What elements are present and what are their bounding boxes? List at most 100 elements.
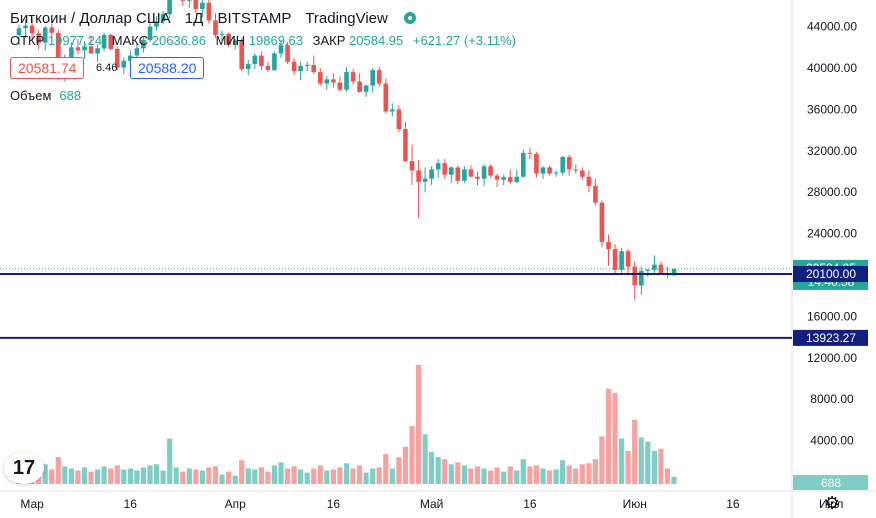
volume-bar (396, 457, 402, 484)
y-tick-label: 36000.00 (807, 102, 857, 116)
candle (639, 266, 644, 295)
volume-bar (383, 454, 389, 484)
volume-bar (389, 468, 395, 484)
candle (23, 19, 28, 38)
candle (403, 121, 408, 163)
exchange-label: BITSTAMP (217, 10, 292, 27)
candle (219, 30, 225, 42)
y-tick-label: 40000.00 (807, 61, 857, 75)
candle (488, 164, 493, 178)
volume-bar (75, 470, 81, 484)
candle (462, 166, 467, 183)
candle (154, 16, 159, 31)
provider-label: TradingView (305, 10, 388, 27)
volume-bar (540, 468, 546, 484)
candle (160, 11, 166, 25)
candle (534, 151, 539, 178)
hline-price-tag: 13923.27 (793, 329, 868, 346)
volume-bar (311, 468, 317, 484)
volume-bar (284, 468, 291, 484)
volume-bar (671, 476, 677, 484)
volume-bar (121, 469, 127, 484)
volume-bar (664, 468, 670, 484)
interval-label[interactable]: 1Д (184, 10, 204, 27)
buy-price-button[interactable]: 20588.20 (130, 57, 205, 79)
candle (42, 25, 48, 51)
candle (311, 55, 316, 75)
sell-price-button[interactable]: 20581.74 (10, 57, 85, 79)
y-tick-label: 4000.00 (810, 434, 854, 448)
candle (265, 61, 271, 73)
candle (16, 24, 22, 46)
candle (370, 68, 375, 93)
candle (252, 53, 258, 69)
high-value: 20636.86 (151, 33, 206, 48)
candle (416, 160, 421, 219)
candle (121, 57, 127, 75)
price-axis: 44000.00 40000.00 36000.00 32000.00 28000.00… (793, 20, 868, 490)
candle (566, 154, 572, 176)
candle (324, 76, 330, 90)
volume-bar (95, 469, 101, 484)
candle (560, 156, 565, 176)
volume-bar (586, 463, 592, 484)
volume-bar (239, 460, 245, 484)
candle (540, 166, 546, 179)
volume-bar (252, 469, 258, 484)
open-label: ОТКР (10, 33, 45, 48)
volume-bar (226, 471, 232, 484)
volume-bar (553, 469, 559, 484)
candle (187, 0, 192, 8)
volume-bar (442, 459, 448, 484)
volume-bar (560, 460, 566, 484)
volume-bar (488, 470, 494, 484)
candle (180, 0, 185, 6)
candle (606, 234, 611, 266)
volume-bar (645, 441, 651, 484)
candle (455, 165, 461, 184)
candle (671, 268, 677, 277)
x-tick-label: Июл (819, 497, 843, 511)
tradingview-logo-icon[interactable]: 17 (4, 452, 44, 484)
symbol-name[interactable]: Биткоин / Доллар США (10, 10, 171, 27)
candle (75, 39, 81, 55)
y-tick-label: 8000.00 (810, 392, 854, 406)
candle (494, 173, 500, 187)
candle (553, 170, 559, 177)
spread-value: 6.46 (96, 62, 118, 74)
candle (632, 261, 637, 300)
gear-icon[interactable]: ⚙ (824, 493, 841, 513)
volume-bars (16, 365, 677, 484)
volume-bar (147, 465, 153, 484)
chart-header: Биткоин / Доллар США 1Д BITSTAMP Trading… (10, 10, 426, 27)
volume-bar (461, 465, 467, 484)
candle (101, 32, 107, 52)
volume-bar (167, 438, 173, 484)
volume-bar (415, 365, 422, 484)
candle (580, 167, 585, 180)
candle (304, 61, 310, 72)
candle (468, 165, 474, 178)
candle (298, 61, 303, 81)
volume-axis-tag: 688 (793, 475, 868, 490)
x-tick-label: 16 (726, 497, 740, 511)
volume-bar (481, 468, 487, 484)
candle (449, 166, 454, 183)
y-tick-label: 24000.00 (807, 227, 857, 241)
candle (429, 166, 434, 185)
open-value: 19977.24 (47, 33, 103, 48)
volume-bar (599, 436, 605, 484)
candle (547, 165, 552, 176)
volume-bar (357, 465, 363, 484)
volume-bar (206, 467, 212, 484)
volume-bar (199, 470, 205, 484)
volume-bar (448, 464, 454, 484)
candle (88, 35, 94, 54)
volume-bar (514, 470, 520, 484)
candle (357, 73, 362, 93)
candle (521, 149, 526, 178)
volume-bar (291, 466, 297, 484)
x-tick-label: Мар (20, 497, 44, 511)
volume-bar (317, 465, 323, 484)
